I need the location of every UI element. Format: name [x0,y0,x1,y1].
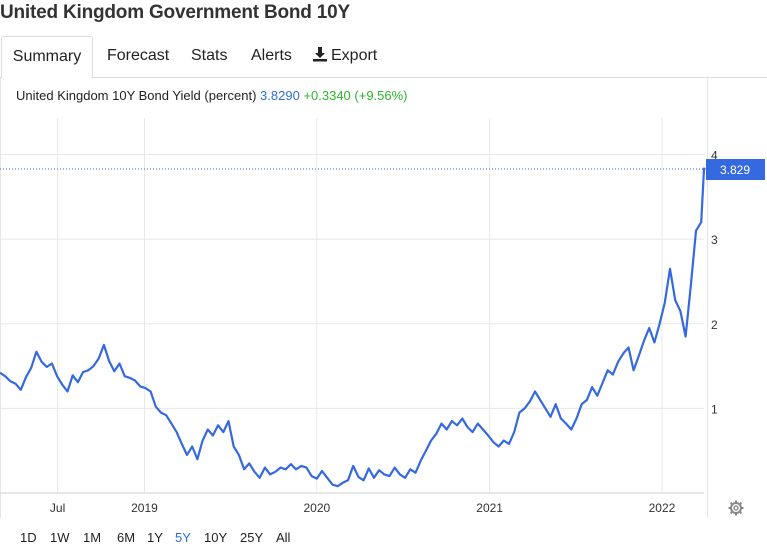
y-tick-label: 2 [711,318,718,332]
period-1m[interactable]: 1M [83,530,102,545]
period-25y[interactable]: 25Y [240,530,264,545]
tab-forecast[interactable]: Forecast [107,47,170,64]
chart-frame-right [707,78,708,518]
tab-summary[interactable]: Summary [1,36,93,79]
period-all[interactable]: All [276,530,291,545]
gear-icon[interactable] [728,500,744,516]
x-tick-label: 2019 [131,501,158,515]
tab-alerts[interactable]: Alerts [251,47,292,64]
x-tick-label: 2022 [649,501,676,515]
period-5y[interactable]: 5Y [175,530,191,545]
quote-change: +0.3340 (+9.56%) [303,88,408,103]
page-title: United Kingdom Government Bond 10Y [0,2,350,23]
last-value-badge [706,159,765,181]
quote-value: 3.8290 [260,88,300,103]
quote-line: United Kingdom 10Y Bond Yield (percent) … [16,88,408,103]
yield-line-chart[interactable]: 1 2 3 4 Jul 2019 2020 2021 2022 3.829 [0,100,767,520]
period-10y[interactable]: 10Y [204,530,228,545]
series-line [0,168,706,488]
x-tick-label: 2020 [303,501,330,515]
period-1d[interactable]: 1D [20,530,37,545]
period-6m[interactable]: 6M [117,530,136,545]
quote-name: United Kingdom 10Y Bond Yield (percent) [16,88,257,103]
period-1y[interactable]: 1Y [147,530,163,545]
y-tick-label: 3 [711,233,718,247]
period-1w[interactable]: 1W [50,530,70,545]
y-tick-label: 4 [711,149,718,163]
x-tick-label: Jul [50,501,65,515]
chart-frame-left [0,78,1,518]
y-tick-label: 1 [711,402,718,416]
tab-bar: Summary Forecast Stats Alerts Export [0,36,767,79]
x-tick-label: 2021 [476,501,503,515]
tab-stats[interactable]: Stats [191,47,228,64]
last-value-point [702,167,706,171]
last-value-label: 3.829 [720,163,750,177]
tab-export-label: Export [331,47,378,64]
download-icon [313,47,327,62]
tab-export[interactable]: Export [313,36,377,78]
